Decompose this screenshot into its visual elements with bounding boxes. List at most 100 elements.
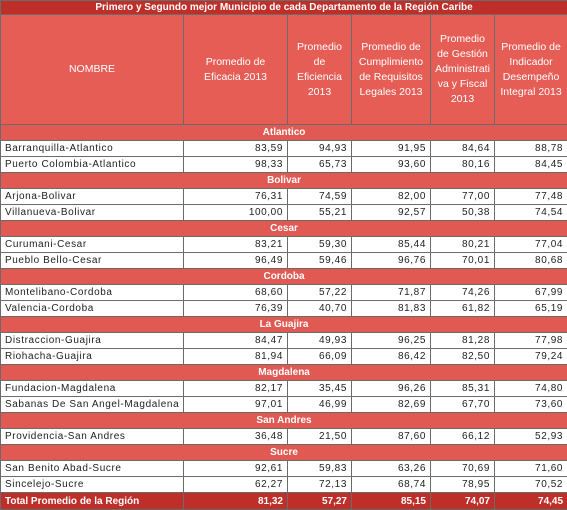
total-value: 74,07 [430,492,495,510]
name-cell: Puerto Colombia-Atlantico [0,156,184,173]
value-cell: 49,93 [287,332,352,349]
column-header: Promedio de Indicador Desempeño Integral… [493,14,567,125]
value-cell: 55,21 [287,204,352,221]
header-row: NOMBRE Promedio de Eficacia 2013 Promedio … [0,14,567,125]
group-row: Atlantico [0,124,567,141]
value-cell: 73,60 [493,396,567,413]
value-cell: 21,50 [287,428,352,445]
value-cell: 84,45 [493,156,567,173]
value-cell: 66,09 [287,348,352,365]
value-cell: 59,30 [287,236,352,253]
value-cell: 80,21 [430,236,495,253]
value-cell: 71,87 [351,284,431,301]
value-cell: 88,78 [493,140,567,157]
total-value: 81,32 [183,492,288,510]
value-cell: 85,31 [430,380,495,397]
name-cell: Villanueva-Bolivar [0,204,184,221]
value-cell: 50,38 [430,204,495,221]
table-title: Primero y Segundo mejor Municipio de cad… [0,0,567,15]
value-cell: 79,24 [493,348,567,365]
value-cell: 87,60 [351,428,431,445]
group-row: Bolivar [0,172,567,189]
value-cell: 68,60 [183,284,288,301]
name-cell: Montelibano-Cordoba [0,284,184,301]
group-name: La Guajira [0,316,567,333]
data-row: San Benito Abad-Sucre 92,61 59,83 63,26 70,6… [0,460,567,477]
name-cell: San Benito Abad-Sucre [0,460,184,477]
data-row: Curumani-Cesar 83,21 59,30 85,44 80,21 77,04 [0,236,567,253]
data-row: Arjona-Bolivar 76,31 74,59 82,00 77,00 77,48 [0,188,567,205]
group-name: Magdalena [0,364,567,381]
group-row: Sucre [0,444,567,461]
group-name: Atlantico [0,124,567,141]
value-cell: 82,17 [183,380,288,397]
value-cell: 83,21 [183,236,288,253]
value-cell: 40,70 [287,300,352,317]
value-cell: 59,83 [287,460,352,477]
value-cell: 82,69 [351,396,431,413]
data-row: Valencia-Cordoba 76,39 40,70 81,83 61,82 65,1… [0,300,567,317]
total-value: 57,27 [287,492,352,510]
data-row: Sabanas De San Angel-Magdalena 97,01 46,99… [0,396,567,413]
name-cell: Fundacion-Magdalena [0,380,184,397]
value-cell: 74,80 [493,380,567,397]
data-row: Sincelejo-Sucre 62,27 72,13 68,74 78,95 70,52 [0,476,567,493]
total-value: 74,45 [493,492,567,510]
value-cell: 52,93 [493,428,567,445]
value-cell: 85,44 [351,236,431,253]
group-row: Cordoba [0,268,567,285]
name-cell: Valencia-Cordoba [0,300,184,317]
value-cell: 93,60 [351,156,431,173]
value-cell: 67,99 [493,284,567,301]
value-cell: 81,28 [430,332,495,349]
value-cell: 92,61 [183,460,288,477]
data-row: Providencia-San Andres 36,48 21,50 87,60 66,… [0,428,567,445]
group-row: Cesar [0,220,567,237]
group-row: La Guajira [0,316,567,333]
value-cell: 65,19 [493,300,567,317]
data-row: Barranquilla-Atlantico 83,59 94,93 91,95 84,… [0,140,567,157]
value-cell: 76,39 [183,300,288,317]
name-cell: Barranquilla-Atlantico [0,140,184,157]
value-cell: 70,69 [430,460,495,477]
group-row: San Andres [0,412,567,429]
column-header: Promedio de Cumplimiento de Requisitos L… [351,14,431,125]
value-cell: 83,59 [183,140,288,157]
value-cell: 70,52 [493,476,567,493]
value-cell: 71,60 [493,460,567,477]
column-header: Promedio de Eficiencia 2013 [287,14,352,125]
name-cell: Pueblo Bello-Cesar [0,252,184,269]
column-header: NOMBRE [0,14,184,125]
value-cell: 98,33 [183,156,288,173]
name-cell: Arjona-Bolivar [0,188,184,205]
value-cell: 81,94 [183,348,288,365]
total-label: Total Promedio de la Región [0,492,184,510]
group-name: Bolivar [0,172,567,189]
value-cell: 80,16 [430,156,495,173]
column-header: Promedio de Gestión Administrativa y Fis… [430,14,495,125]
value-cell: 82,50 [430,348,495,365]
value-cell: 92,57 [351,204,431,221]
data-row: Riohacha-Guajira 81,94 66,09 86,42 82,50 79,2… [0,348,567,365]
value-cell: 59,46 [287,252,352,269]
name-cell: Curumani-Cesar [0,236,184,253]
value-cell: 96,25 [351,332,431,349]
value-cell: 68,74 [351,476,431,493]
value-cell: 100,00 [183,204,288,221]
value-cell: 35,45 [287,380,352,397]
value-cell: 86,42 [351,348,431,365]
value-cell: 74,54 [493,204,567,221]
data-row: Puerto Colombia-Atlantico 98,33 65,73 93,60… [0,156,567,173]
value-cell: 62,27 [183,476,288,493]
group-row: Magdalena [0,364,567,381]
data-row: Fundacion-Magdalena 82,17 35,45 96,26 85,31 7… [0,380,567,397]
data-row: Villanueva-Bolivar 100,00 55,21 92,57 50,38 7… [0,204,567,221]
value-cell: 61,82 [430,300,495,317]
value-cell: 82,00 [351,188,431,205]
value-cell: 91,95 [351,140,431,157]
value-cell: 84,47 [183,332,288,349]
column-header: Promedio de Eficacia 2013 [183,14,288,125]
